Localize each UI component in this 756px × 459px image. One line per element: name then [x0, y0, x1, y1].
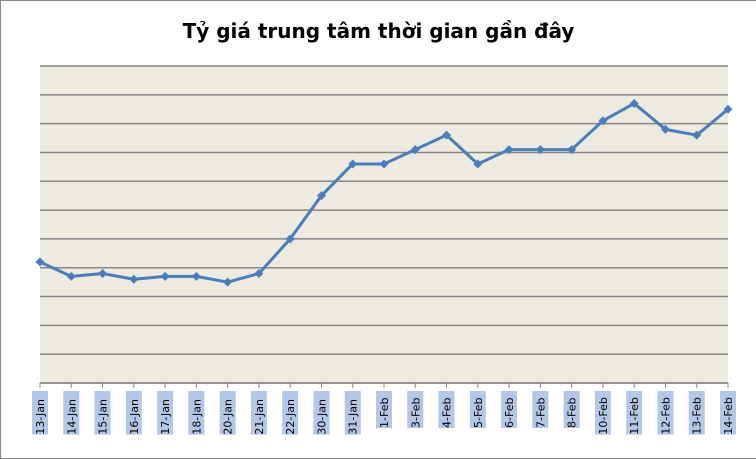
data-point-marker	[160, 271, 170, 281]
x-label-highlight	[563, 391, 580, 428]
x-label-highlight	[63, 391, 80, 435]
data-point-marker	[98, 268, 108, 278]
x-tick-label: 21-Jan	[253, 399, 266, 435]
x-tick-label: 5-Feb	[472, 398, 485, 428]
x-tick-label: 22-Jan	[284, 399, 297, 435]
data-point-marker	[348, 159, 358, 169]
data-point-marker	[254, 268, 264, 278]
data-point-marker	[629, 98, 639, 108]
x-tick-label: 20-Jan	[222, 399, 235, 435]
x-label-highlight	[376, 391, 392, 428]
x-label-highlight	[125, 391, 142, 435]
data-point-marker	[410, 145, 420, 155]
x-label-highlight	[32, 391, 48, 435]
x-tick-label: 7-Feb	[534, 398, 547, 428]
data-point-marker	[567, 145, 577, 155]
data-point-marker	[35, 257, 45, 267]
chart-title: Tỷ giá trung tâm thời gian gần đây	[182, 19, 575, 43]
x-label-highlight	[250, 391, 267, 435]
data-point-marker	[316, 191, 326, 201]
x-tick-label: 4-Feb	[441, 398, 454, 428]
x-label-highlight	[688, 391, 705, 435]
x-tick-label: 31-Jan	[347, 399, 360, 435]
x-tick-label: 14-Feb	[722, 397, 735, 434]
x-label-highlight	[532, 391, 549, 428]
data-point-marker	[692, 130, 702, 140]
x-tick-label: 6-Feb	[503, 398, 516, 428]
x-label-highlight	[720, 391, 736, 435]
x-tick-label: 30-Jan	[315, 399, 328, 435]
x-tick-label: 3-Feb	[409, 398, 422, 428]
x-tick-label: 1-Feb	[378, 398, 391, 428]
data-point-marker	[223, 277, 233, 287]
x-label-highlight	[188, 391, 205, 435]
x-tick-label: 10-Feb	[597, 397, 610, 434]
x-label-highlight	[219, 391, 236, 435]
x-tick-label: 18-Jan	[190, 399, 203, 435]
data-point-marker	[191, 271, 201, 281]
x-label-highlight	[501, 391, 518, 428]
x-tick-label: 13-Feb	[691, 397, 704, 434]
x-tick-label: 16-Jan	[128, 399, 141, 435]
x-tick-label: 12-Feb	[659, 397, 672, 434]
x-label-highlight	[469, 391, 486, 428]
plot-background	[40, 66, 728, 383]
x-label-highlight	[626, 391, 643, 435]
x-label-highlight	[594, 391, 611, 435]
data-point-marker	[535, 145, 545, 155]
x-label-highlight	[344, 391, 361, 435]
data-point-marker	[66, 271, 76, 281]
data-point-marker	[473, 159, 483, 169]
data-point-marker	[660, 124, 670, 134]
x-label-highlight	[94, 391, 111, 435]
data-point-marker	[598, 116, 608, 126]
data-point-marker	[379, 159, 389, 169]
x-tick-label: 13-Jan	[34, 399, 47, 435]
x-tick-label: 8-Feb	[566, 398, 579, 428]
x-label-highlight	[657, 391, 674, 435]
x-tick-label: 17-Jan	[159, 399, 172, 435]
x-tick-label: 15-Jan	[97, 399, 110, 435]
x-tick-label: 11-Feb	[628, 397, 641, 434]
x-label-highlight	[157, 391, 174, 435]
data-point-marker	[129, 274, 139, 284]
data-point-marker	[285, 234, 295, 244]
data-point-marker	[442, 130, 452, 140]
x-label-highlight	[313, 391, 330, 435]
x-tick-label: 14-Jan	[65, 399, 78, 435]
x-label-highlight	[282, 391, 299, 435]
data-point-marker	[723, 104, 733, 114]
x-label-highlight	[438, 391, 455, 428]
data-point-marker	[504, 145, 514, 155]
x-label-highlight	[407, 391, 424, 428]
